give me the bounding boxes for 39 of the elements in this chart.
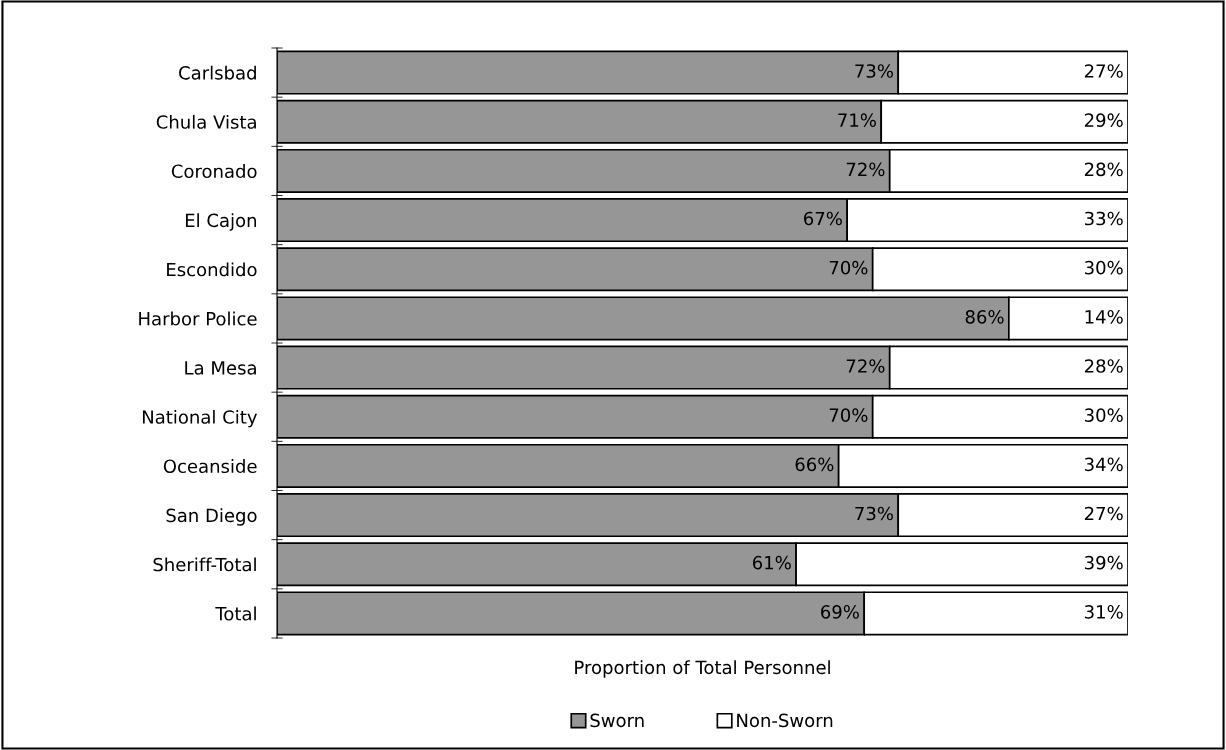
y-tick-label: National City — [142, 409, 258, 428]
x-axis-title: Proportion of Total Personnel — [575, 660, 830, 678]
data-label: 30% — [1084, 260, 1123, 275]
data-label: 86% — [965, 310, 1004, 324]
y-tick-label: Escondido — [167, 262, 257, 277]
data-label: 27% — [1084, 506, 1123, 521]
data-label: 72% — [846, 162, 885, 177]
data-label: 66% — [795, 457, 834, 472]
y-tick-label: San Diego — [166, 508, 257, 526]
data-label: 39% — [1084, 555, 1123, 570]
y-tick-label: El Cajon — [185, 213, 257, 231]
y-tick-label: La Mesa — [185, 361, 256, 375]
data-label: 73% — [855, 64, 893, 78]
legend-label: Non-Sworn — [737, 713, 833, 728]
data-label: 70% — [829, 408, 868, 422]
data-label: 70% — [829, 260, 868, 275]
y-tick-label: Oceanside — [163, 459, 257, 474]
y-tick-label: Chula Vista — [156, 114, 256, 129]
data-label: 33% — [1084, 211, 1123, 226]
data-label: 34% — [1084, 457, 1123, 472]
data-label: 27% — [1084, 64, 1123, 78]
data-label: 28% — [1084, 162, 1123, 177]
data-label: 30% — [1084, 408, 1123, 422]
data-label: 71% — [838, 113, 876, 127]
data-label: 73% — [855, 506, 893, 521]
y-tick-label: Harbor Police — [139, 311, 257, 326]
y-tick-label: Sheriff-Total — [153, 557, 256, 572]
data-label: 61% — [752, 555, 791, 570]
data-label: 28% — [1084, 359, 1123, 373]
legend-label: Sworn — [590, 713, 644, 728]
data-label: 72% — [846, 359, 885, 373]
data-label: 69% — [821, 605, 859, 619]
data-label: 29% — [1084, 113, 1123, 127]
data-label: 14% — [1085, 310, 1123, 324]
y-tick-label: Carlsbad — [179, 65, 256, 80]
data-label: 31% — [1084, 605, 1123, 619]
y-tick-label: Coronado — [171, 164, 257, 179]
y-tick-label: Total — [215, 606, 256, 621]
data-label: 67% — [804, 211, 842, 226]
